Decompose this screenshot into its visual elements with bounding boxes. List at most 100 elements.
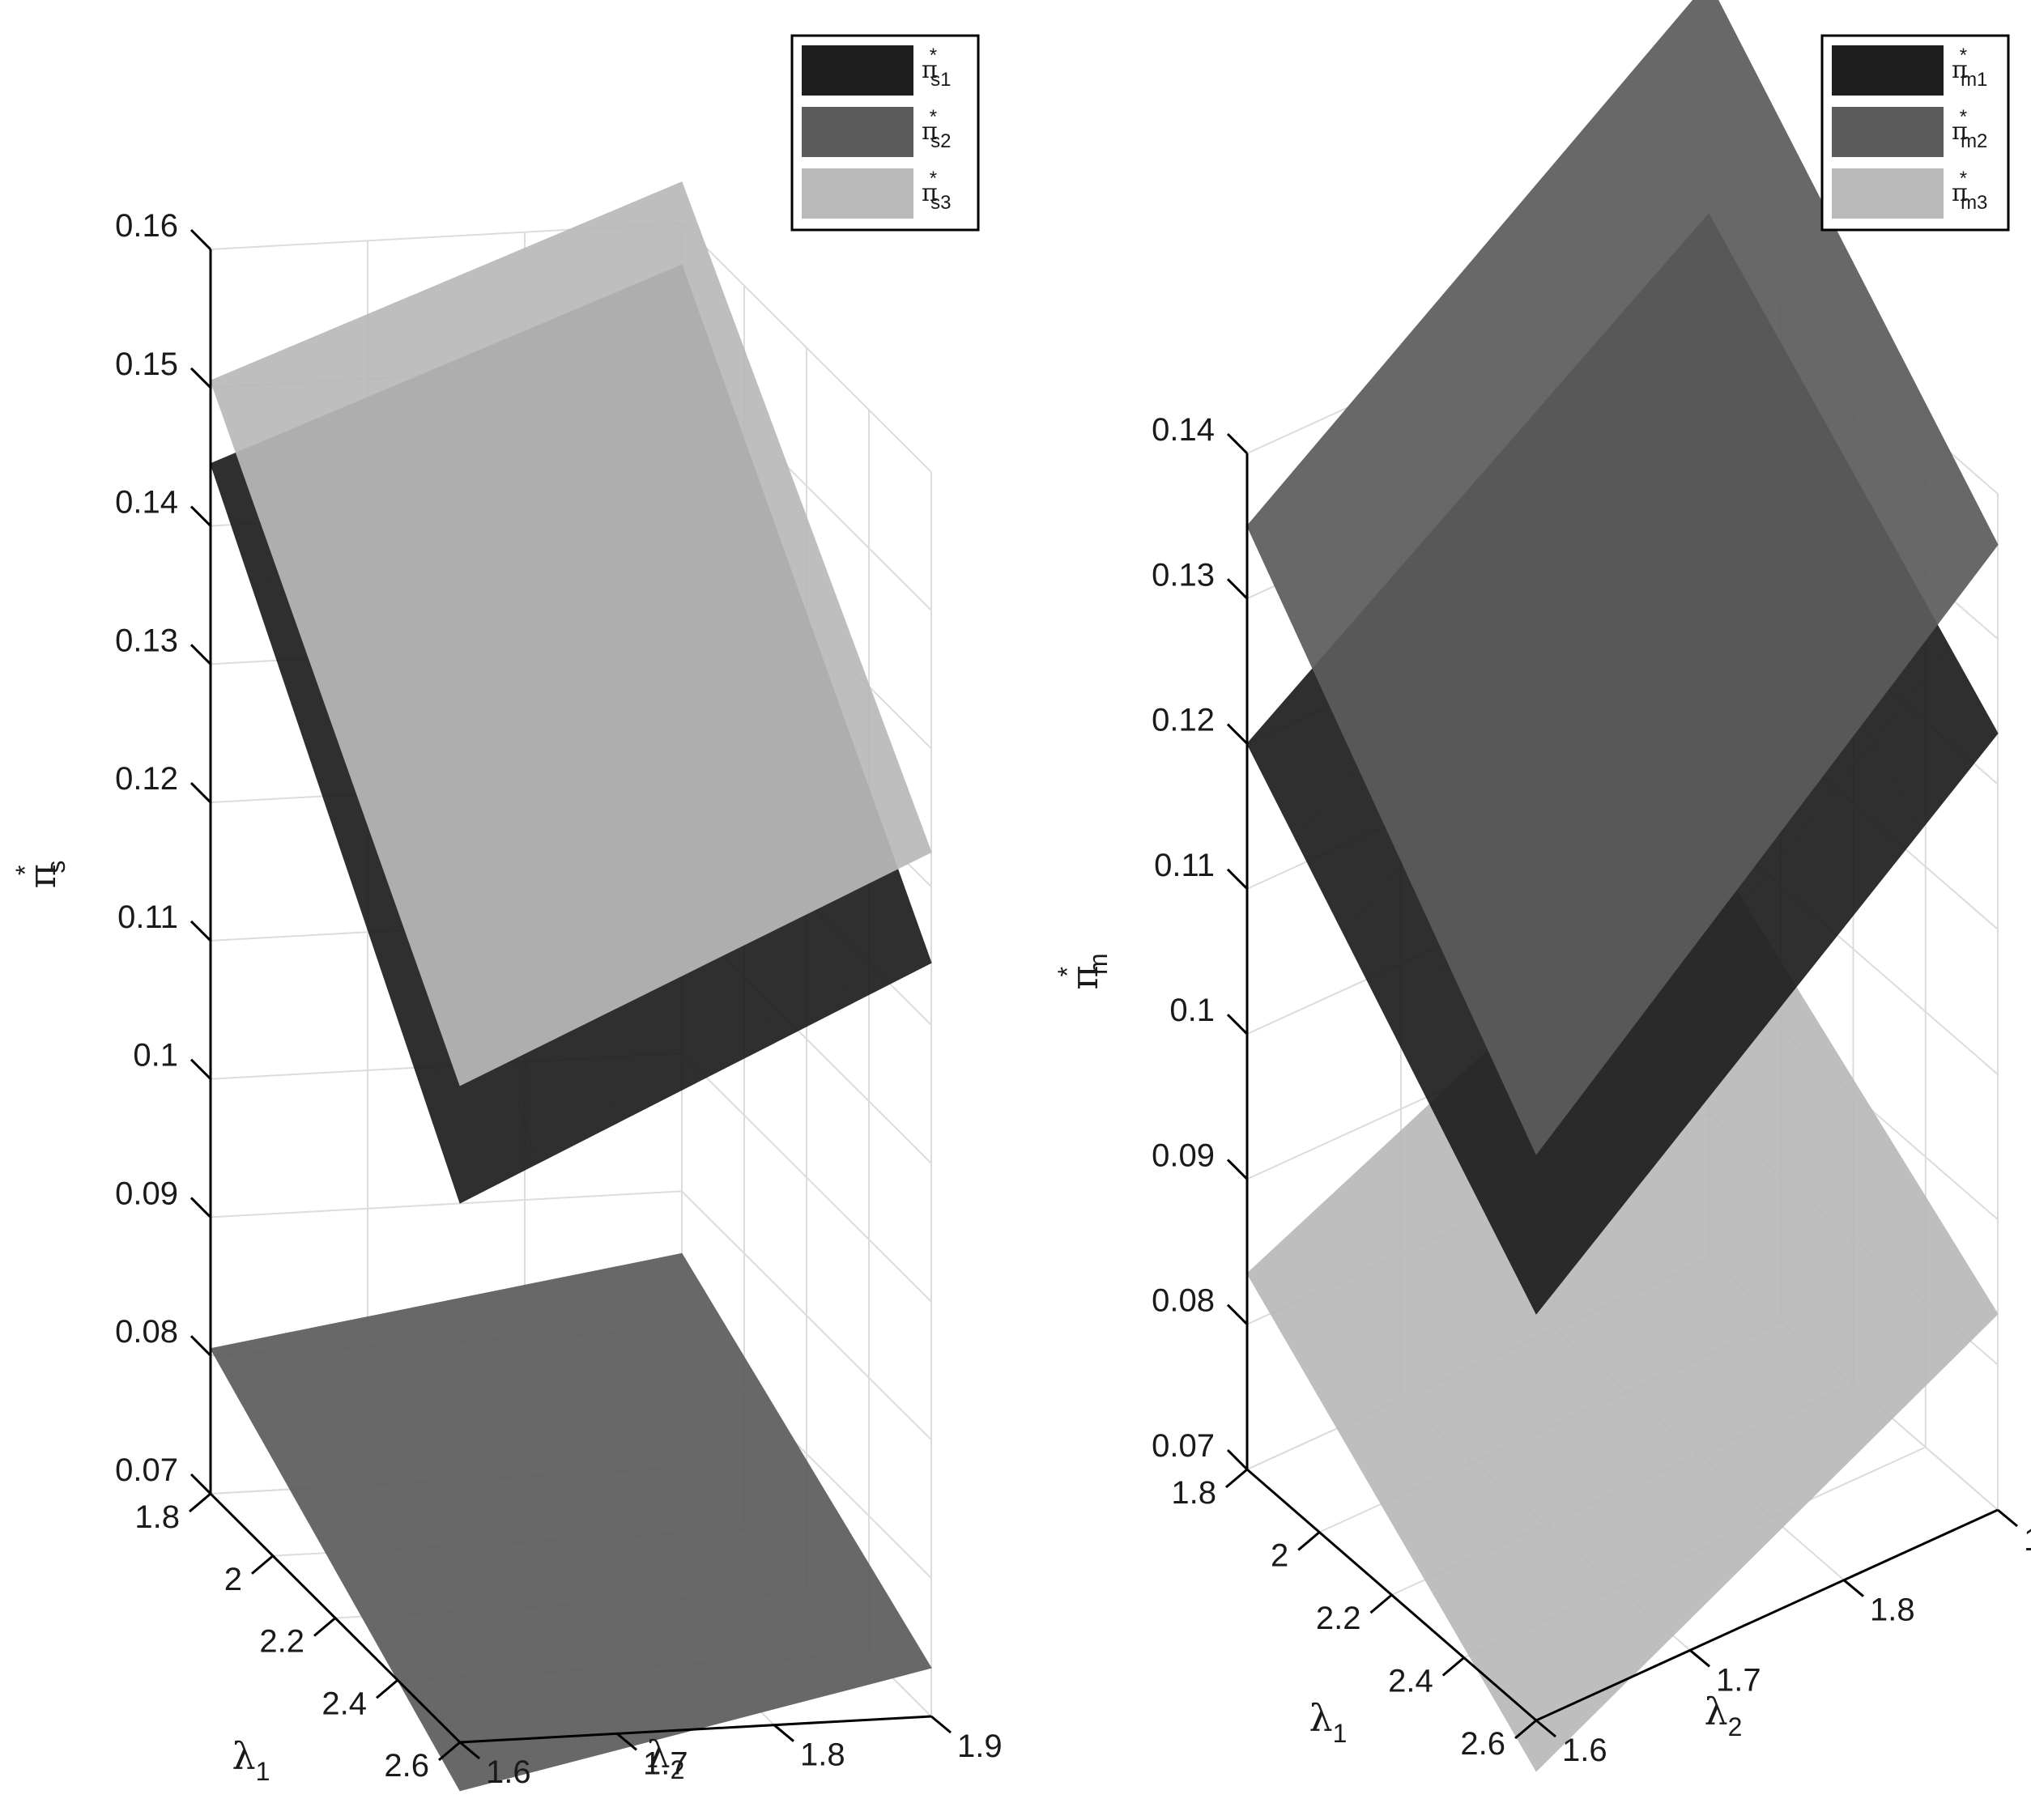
- x-tick-label: 2.2: [1316, 1601, 1361, 1636]
- z-tick-label: 0.11: [1154, 848, 1215, 883]
- x-tick-label: 1.8: [1171, 1475, 1216, 1511]
- z-tick-mark: [1226, 1014, 1249, 1035]
- x-axis-label-symbol: λ: [1309, 1696, 1333, 1740]
- z-tick-mark: [189, 644, 212, 665]
- surface-patch: [1871, 1235, 1999, 1391]
- legend-label-2: π* m2: [1952, 106, 1987, 152]
- legend-sup: *: [930, 106, 937, 128]
- z-tick-label: 0.1: [133, 1038, 178, 1074]
- legend-symbol: π: [922, 56, 938, 84]
- legend-sub: s3: [930, 192, 951, 214]
- z-tick-label: 0.07: [115, 1452, 178, 1488]
- y-tick-label: 1.6: [1562, 1733, 1607, 1768]
- legend-swatch-3: [1832, 168, 1944, 219]
- y-tick-mark: [930, 1715, 952, 1734]
- z-tick-label: 0.15: [115, 347, 178, 382]
- y-tick-mark: [459, 1741, 480, 1760]
- z-tick-mark: [1226, 432, 1249, 455]
- x-tick-label: 2.2: [259, 1624, 304, 1660]
- legend: π* m1π* m2π* m3: [1820, 34, 2010, 232]
- z-tick-mark: [1226, 1159, 1249, 1180]
- x-tick-label: 2.6: [1460, 1726, 1505, 1762]
- x-tick-label: 1.8: [134, 1499, 180, 1535]
- x-tick-mark: [1441, 1656, 1465, 1677]
- legend-sup: *: [1960, 168, 1967, 189]
- surface-series-2: [1246, 0, 1999, 1155]
- x-axis-label: λ1: [232, 1734, 270, 1786]
- y-axis-label-sub: 2: [671, 1755, 685, 1784]
- z-tick-mark: [189, 505, 212, 527]
- surface-patch: [1871, 646, 1999, 831]
- x-tick-label: 2: [1271, 1538, 1288, 1574]
- z-axis-label-symbol: π: [20, 864, 64, 888]
- z-tick-mark: [1226, 1448, 1249, 1471]
- surface-patch: [810, 1598, 932, 1690]
- panel-left-pi-s: 0.07 0.08 0.09 0.1 0.11 0.12 0.13 0.14 0.15 0.16 1…: [11, 34, 1003, 1792]
- legend-sup: *: [930, 45, 937, 66]
- z-tick-mark: [1226, 1303, 1249, 1325]
- z-tick-label: 0.09: [1152, 1138, 1215, 1173]
- y-tick-mark: [1535, 1719, 1556, 1738]
- z-tick-mark: [189, 1058, 212, 1080]
- x-tick-mark: [438, 1741, 461, 1762]
- z-tick-label: 0.12: [1152, 703, 1215, 738]
- x-tick-mark: [251, 1554, 274, 1575]
- x-axis-label-sub: 1: [1333, 1719, 1348, 1748]
- legend-label-3: π* s3: [922, 168, 951, 214]
- y-tick-label: 1.8: [1870, 1592, 1915, 1628]
- legend-swatch-1: [802, 45, 913, 96]
- z-tick-label: 0.08: [1152, 1283, 1215, 1319]
- legend-sup: *: [930, 168, 937, 189]
- z-tick-mark: [189, 1335, 212, 1357]
- x-tick-mark: [189, 1492, 211, 1513]
- z-axis-label-sub: m: [1084, 953, 1113, 975]
- x-tick-label: 2.4: [1388, 1664, 1433, 1699]
- x-axis-label-sub: 1: [256, 1757, 270, 1786]
- z-tick-label: 0.08: [115, 1314, 178, 1350]
- y-tick-label: 1.6: [486, 1754, 531, 1790]
- x-axis-label-symbol: λ: [232, 1734, 256, 1778]
- legend-symbol: π: [1952, 56, 1968, 84]
- y-axis-label-symbol: λ: [647, 1733, 671, 1776]
- y-axis-label-sub: 2: [1728, 1712, 1743, 1741]
- legend-sup: *: [1960, 45, 1967, 66]
- panel-right-pi-m: 0.07 0.08 0.09 0.1 0.11 0.12 0.13 0.14 1.8 2 2.2 2.…: [1053, 0, 2031, 1772]
- x-tick-mark: [313, 1617, 336, 1637]
- legend-swatch-2: [1832, 107, 1944, 157]
- legend-swatch-3: [802, 168, 913, 219]
- z-tick-mark: [189, 1473, 212, 1495]
- legend-label-1: π* m1: [1952, 45, 1987, 91]
- z-axis-label-sup: *: [1053, 967, 1082, 976]
- x-tick-label: 2.6: [384, 1748, 429, 1784]
- z-tick-label: 0.14: [1152, 412, 1215, 448]
- x-tick-mark: [1297, 1531, 1321, 1551]
- y-axis-label-symbol: λ: [1705, 1690, 1728, 1733]
- z-tick-label: 0.11: [117, 899, 178, 935]
- y-axis-line: [1535, 1508, 1999, 1722]
- x-tick-mark: [1514, 1719, 1537, 1740]
- legend-sub: m2: [1961, 130, 1987, 152]
- z-axis-label-sub: s: [41, 861, 70, 874]
- z-tick-mark: [189, 782, 212, 804]
- y-tick-label: 1.8: [800, 1737, 845, 1773]
- z-tick-label: 0.12: [115, 761, 178, 797]
- z-tick-mark: [189, 228, 212, 251]
- z-axis-label: π*m: [1053, 953, 1113, 989]
- legend-symbol: π: [1952, 179, 1968, 207]
- z-axis-label: π*s: [11, 861, 70, 889]
- surface-patch: [1871, 449, 1999, 648]
- surface-patch: [811, 740, 932, 892]
- z-tick-mark: [1226, 868, 1249, 890]
- x-tick-label: 2.4: [321, 1686, 367, 1721]
- z-tick-label: 0.13: [115, 623, 178, 658]
- legend-symbol: π: [1952, 117, 1968, 146]
- y-tick-mark: [1689, 1649, 1710, 1668]
- z-tick-mark: [1226, 578, 1249, 600]
- y-axis-label: λ2: [1705, 1690, 1743, 1741]
- z-tick-label: 0.14: [115, 485, 178, 521]
- z-tick-label: 0.13: [1152, 557, 1215, 593]
- y-tick-label: 1.9: [957, 1729, 1003, 1764]
- x-tick-mark: [1369, 1593, 1393, 1614]
- y-tick-mark: [773, 1724, 794, 1742]
